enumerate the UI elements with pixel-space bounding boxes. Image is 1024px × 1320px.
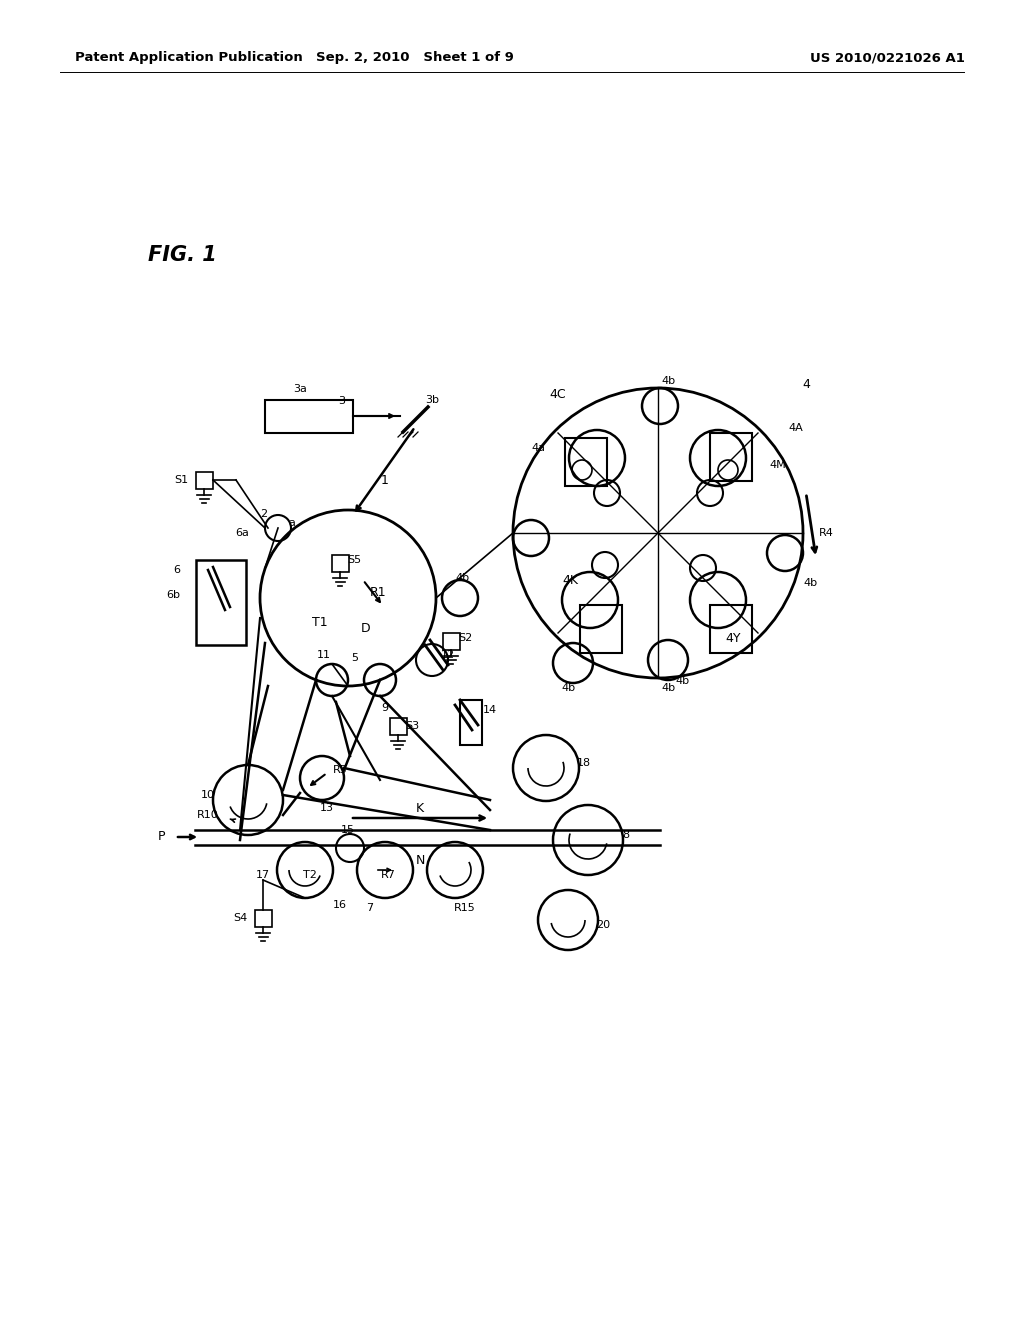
- Text: 16: 16: [333, 900, 347, 909]
- Text: 4b: 4b: [676, 676, 690, 686]
- Text: S3: S3: [404, 721, 419, 731]
- Bar: [265, 400, 353, 433]
- Text: 4: 4: [802, 379, 810, 392]
- Text: T2: T2: [303, 870, 317, 880]
- Text: K: K: [416, 801, 424, 814]
- Bar: [460, 700, 482, 744]
- Text: 4M: 4M: [770, 459, 786, 470]
- Text: 7: 7: [367, 903, 374, 913]
- Bar: [443, 634, 460, 649]
- Text: 4b: 4b: [660, 376, 675, 385]
- Bar: [332, 554, 349, 572]
- Text: FIG. 1: FIG. 1: [148, 246, 217, 265]
- Text: 14: 14: [483, 705, 497, 715]
- Bar: [196, 473, 213, 488]
- Text: S5: S5: [347, 554, 361, 565]
- Text: Patent Application Publication: Patent Application Publication: [75, 51, 303, 65]
- Text: Sep. 2, 2010   Sheet 1 of 9: Sep. 2, 2010 Sheet 1 of 9: [316, 51, 514, 65]
- Bar: [196, 560, 246, 645]
- Text: S1: S1: [174, 475, 188, 484]
- Text: 10: 10: [201, 789, 215, 800]
- Text: 18: 18: [577, 758, 591, 768]
- Text: 4b: 4b: [455, 573, 469, 583]
- Text: 4b: 4b: [803, 578, 817, 587]
- Text: 9: 9: [381, 704, 388, 713]
- Bar: [710, 433, 752, 480]
- Text: R5: R5: [333, 766, 347, 775]
- Text: 4K: 4K: [562, 574, 578, 587]
- Text: 3: 3: [339, 396, 345, 407]
- Text: 1: 1: [381, 474, 389, 487]
- Text: 15: 15: [341, 825, 355, 836]
- Text: 6a: 6a: [236, 528, 249, 539]
- Text: 20: 20: [596, 920, 610, 931]
- Text: 4a: 4a: [531, 444, 545, 453]
- Bar: [255, 909, 272, 927]
- Bar: [580, 605, 622, 653]
- Bar: [565, 438, 607, 486]
- Bar: [710, 605, 752, 653]
- Text: 4A: 4A: [788, 422, 804, 433]
- Text: 6: 6: [173, 565, 180, 576]
- Text: a: a: [289, 517, 296, 528]
- Text: 5: 5: [351, 653, 358, 663]
- Text: 4C: 4C: [550, 388, 566, 401]
- Text: 12: 12: [441, 649, 455, 660]
- Text: P: P: [158, 830, 165, 843]
- Text: 13: 13: [319, 803, 334, 813]
- Text: R1: R1: [370, 586, 386, 599]
- Text: N: N: [416, 854, 425, 866]
- Text: 4b: 4b: [660, 682, 675, 693]
- Text: 6b: 6b: [166, 590, 180, 601]
- Text: 17: 17: [256, 870, 270, 880]
- Text: 3a: 3a: [293, 384, 307, 393]
- Text: R10: R10: [198, 810, 219, 820]
- Bar: [390, 718, 407, 735]
- Text: R7: R7: [381, 870, 395, 880]
- Text: 3b: 3b: [425, 395, 439, 405]
- Text: 8: 8: [623, 830, 630, 840]
- Text: 11: 11: [317, 649, 331, 660]
- Text: D: D: [361, 622, 371, 635]
- Text: US 2010/0221026 A1: US 2010/0221026 A1: [810, 51, 965, 65]
- Text: R4: R4: [818, 528, 834, 539]
- Text: T1: T1: [312, 616, 328, 630]
- Text: 2: 2: [260, 510, 267, 519]
- Text: 4Y: 4Y: [725, 631, 740, 644]
- Text: S2: S2: [458, 634, 472, 643]
- Text: 4b: 4b: [561, 682, 575, 693]
- Text: S4: S4: [232, 913, 247, 923]
- Text: R15: R15: [454, 903, 476, 913]
